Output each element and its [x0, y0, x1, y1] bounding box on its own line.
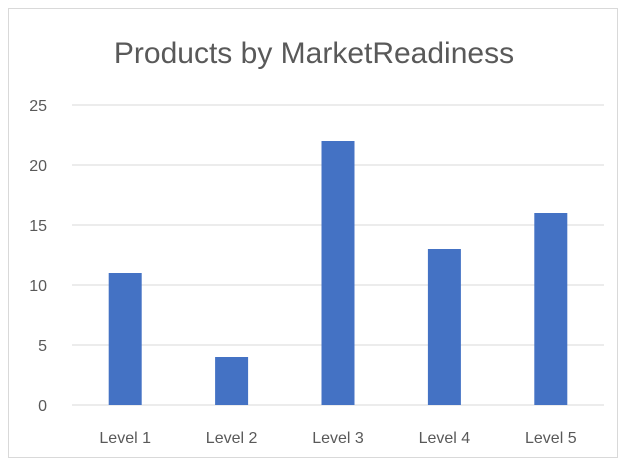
y-tick-label: 10 — [29, 278, 47, 295]
bars — [108, 141, 568, 405]
x-tick-label: Level 1 — [99, 430, 151, 447]
y-tick-label: 5 — [38, 338, 47, 355]
x-tick-label: Level 5 — [525, 430, 577, 447]
x-tick-label: Level 3 — [312, 430, 364, 447]
chart-title: Products by MarketReadiness — [113, 37, 515, 70]
bar-level-5 — [534, 213, 568, 405]
x-tick-label: Level 2 — [206, 430, 258, 447]
bar-level-1 — [108, 273, 142, 405]
y-tick-label: 0 — [38, 398, 47, 415]
y-tick-label: 20 — [29, 158, 47, 175]
x-axis-labels: Level 1 Level 2 Level 3 Level 4 Level 5 — [99, 430, 576, 447]
y-tick-label: 25 — [29, 98, 47, 115]
bar-level-4 — [427, 249, 461, 405]
y-tick-label: 15 — [29, 218, 47, 235]
y-axis-ticks: 0 5 10 15 20 25 — [29, 98, 47, 415]
x-tick-label: Level 4 — [419, 430, 471, 447]
bar-level-3 — [321, 141, 355, 405]
bar-level-2 — [215, 357, 249, 405]
